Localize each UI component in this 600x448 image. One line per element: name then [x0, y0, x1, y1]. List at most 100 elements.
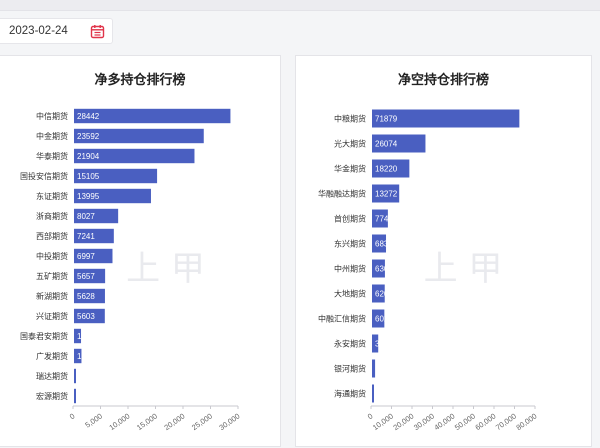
short-bar[interactable]	[372, 109, 520, 128]
short-category-label: 银河期货	[334, 364, 366, 374]
long-value-label: 1354	[77, 352, 95, 361]
long-value-label: 28442	[77, 112, 100, 121]
short-category-label: 大地期货	[334, 289, 366, 299]
short-value-label: 6303	[375, 265, 393, 274]
short-bar[interactable]	[372, 359, 376, 378]
long-category-label: 西部期货	[36, 231, 68, 241]
long-bar[interactable]	[74, 288, 105, 304]
long-value-label: 6997	[77, 252, 95, 261]
long-bar[interactable]	[74, 228, 114, 244]
short-x-tick-label: 10,000	[371, 412, 395, 433]
short-value-label: 13272	[375, 190, 398, 199]
net-short-chart: 上 甲 010,00020,00030,00040,00050,00060,000…	[318, 109, 538, 433]
short-value-label: 18220	[375, 165, 398, 174]
long-category-label: 新湖期货	[36, 291, 68, 301]
long-x-tick-label: 5,000	[83, 412, 104, 430]
long-x-tick-label: 15,000	[135, 412, 159, 433]
long-bar[interactable]	[74, 308, 105, 324]
short-x-tick-label: 60,000	[473, 412, 497, 433]
short-bar[interactable]	[372, 334, 379, 353]
short-value-label: 1504	[375, 365, 393, 374]
short-bar[interactable]	[372, 259, 385, 278]
short-x-tick-label: 50,000	[453, 412, 477, 433]
long-bar[interactable]	[74, 148, 195, 164]
long-x-tick-label: 30,000	[217, 412, 241, 433]
short-bar[interactable]	[372, 184, 400, 203]
long-x-tick-label: 10,000	[107, 412, 131, 433]
long-value-label: 7241	[77, 232, 95, 241]
short-category-label: 光大期货	[334, 139, 366, 149]
long-category-label: 国投安信期货	[20, 171, 68, 181]
short-x-tick-label: 20,000	[391, 412, 415, 433]
short-category-label: 东兴期货	[334, 239, 366, 249]
short-category-label: 中粮期货	[334, 114, 366, 124]
short-category-label: 首创期货	[334, 214, 366, 224]
net-short-chart-title: 净空持仓排行榜	[397, 72, 489, 87]
long-category-label: 浙商期货	[36, 211, 68, 221]
long-x-tick-label: 25,000	[190, 412, 214, 433]
long-category-label: 东证期货	[36, 191, 68, 201]
short-bar[interactable]	[372, 309, 385, 328]
long-category-label: 中信期货	[36, 111, 68, 121]
short-category-label: 海通期货	[334, 389, 366, 399]
long-category-label: 中投期货	[36, 251, 68, 261]
short-bar[interactable]	[372, 209, 388, 228]
long-value-label: 5603	[77, 312, 95, 321]
long-watermark: 上 甲	[126, 249, 205, 289]
short-watermark: 上 甲	[424, 249, 503, 289]
date-picker[interactable]: 2023-02-24	[0, 18, 113, 44]
short-bar[interactable]	[372, 234, 387, 253]
long-bar[interactable]	[74, 328, 82, 344]
long-value-label: 13995	[77, 192, 100, 201]
net-long-panel: 净多持仓排行榜 上 甲 0 5,000 10,000 15,000 20,000 25,00…	[0, 55, 281, 447]
long-bar[interactable]	[74, 348, 82, 364]
short-category-label: 中州期货	[334, 264, 366, 274]
short-category-label: 中融汇信期货	[318, 314, 366, 324]
long-value-label: 5628	[77, 292, 95, 301]
short-category-label: 华融融达期货	[318, 189, 366, 199]
top-bar	[0, 0, 600, 11]
long-bar[interactable]	[74, 368, 76, 384]
long-bar[interactable]	[74, 188, 151, 204]
short-bar[interactable]	[372, 134, 426, 153]
long-value-label: 23592	[77, 132, 100, 141]
short-bar[interactable]	[372, 159, 410, 178]
short-value-label: 3030	[375, 340, 393, 349]
long-bar[interactable]	[74, 268, 106, 284]
short-x-tick-label: 80,000	[514, 412, 538, 433]
long-value-label: 21904	[77, 152, 100, 161]
net-long-chart: 上 甲 0 5,000 10,000 15,000 20,000 25,000 30,000 中…	[20, 108, 241, 433]
short-x-tick-label: 70,000	[494, 412, 518, 433]
long-bar[interactable]	[74, 168, 158, 184]
long-value-label: 1277	[77, 332, 95, 341]
short-value-label: 6209	[375, 290, 393, 299]
long-category-label: 宏源期货	[36, 391, 68, 401]
net-short-panel: 净空持仓排行榜 上 甲 0 10,000 20,000 30,000 40,000 50,0…	[295, 55, 592, 447]
long-x-tick-label: 20,000	[162, 412, 186, 433]
short-x-tick-label: 40,000	[432, 412, 456, 433]
long-bar[interactable]	[74, 248, 113, 264]
long-value-label: 353	[77, 392, 91, 401]
date-value: 2023-02-24	[9, 25, 68, 37]
long-category-label: 华泰期货	[36, 151, 68, 161]
long-category-label: 国泰君安期货	[20, 331, 68, 341]
long-value-label: 300	[77, 372, 91, 381]
long-bar[interactable]	[74, 208, 119, 224]
short-category-label: 华金期货	[334, 164, 366, 174]
calendar-icon[interactable]	[90, 24, 105, 39]
short-value-label: 6020	[375, 315, 393, 324]
long-category-label: 中金期货	[36, 131, 68, 141]
short-bar[interactable]	[372, 284, 385, 303]
long-category-label: 广发期货	[36, 351, 68, 361]
short-x-tick-label: 0	[366, 412, 375, 422]
long-bar[interactable]	[74, 108, 231, 124]
long-category-label: 五矿期货	[36, 271, 68, 281]
long-bar[interactable]	[74, 128, 204, 144]
long-value-label: 15105	[77, 172, 100, 181]
long-x-tick-label: 0	[68, 412, 77, 422]
short-value-label: 6837	[375, 240, 393, 249]
short-value-label: 65	[375, 390, 384, 399]
long-bar[interactable]	[74, 388, 76, 404]
short-value-label: 7745	[375, 215, 393, 224]
short-bar[interactable]	[372, 384, 374, 403]
